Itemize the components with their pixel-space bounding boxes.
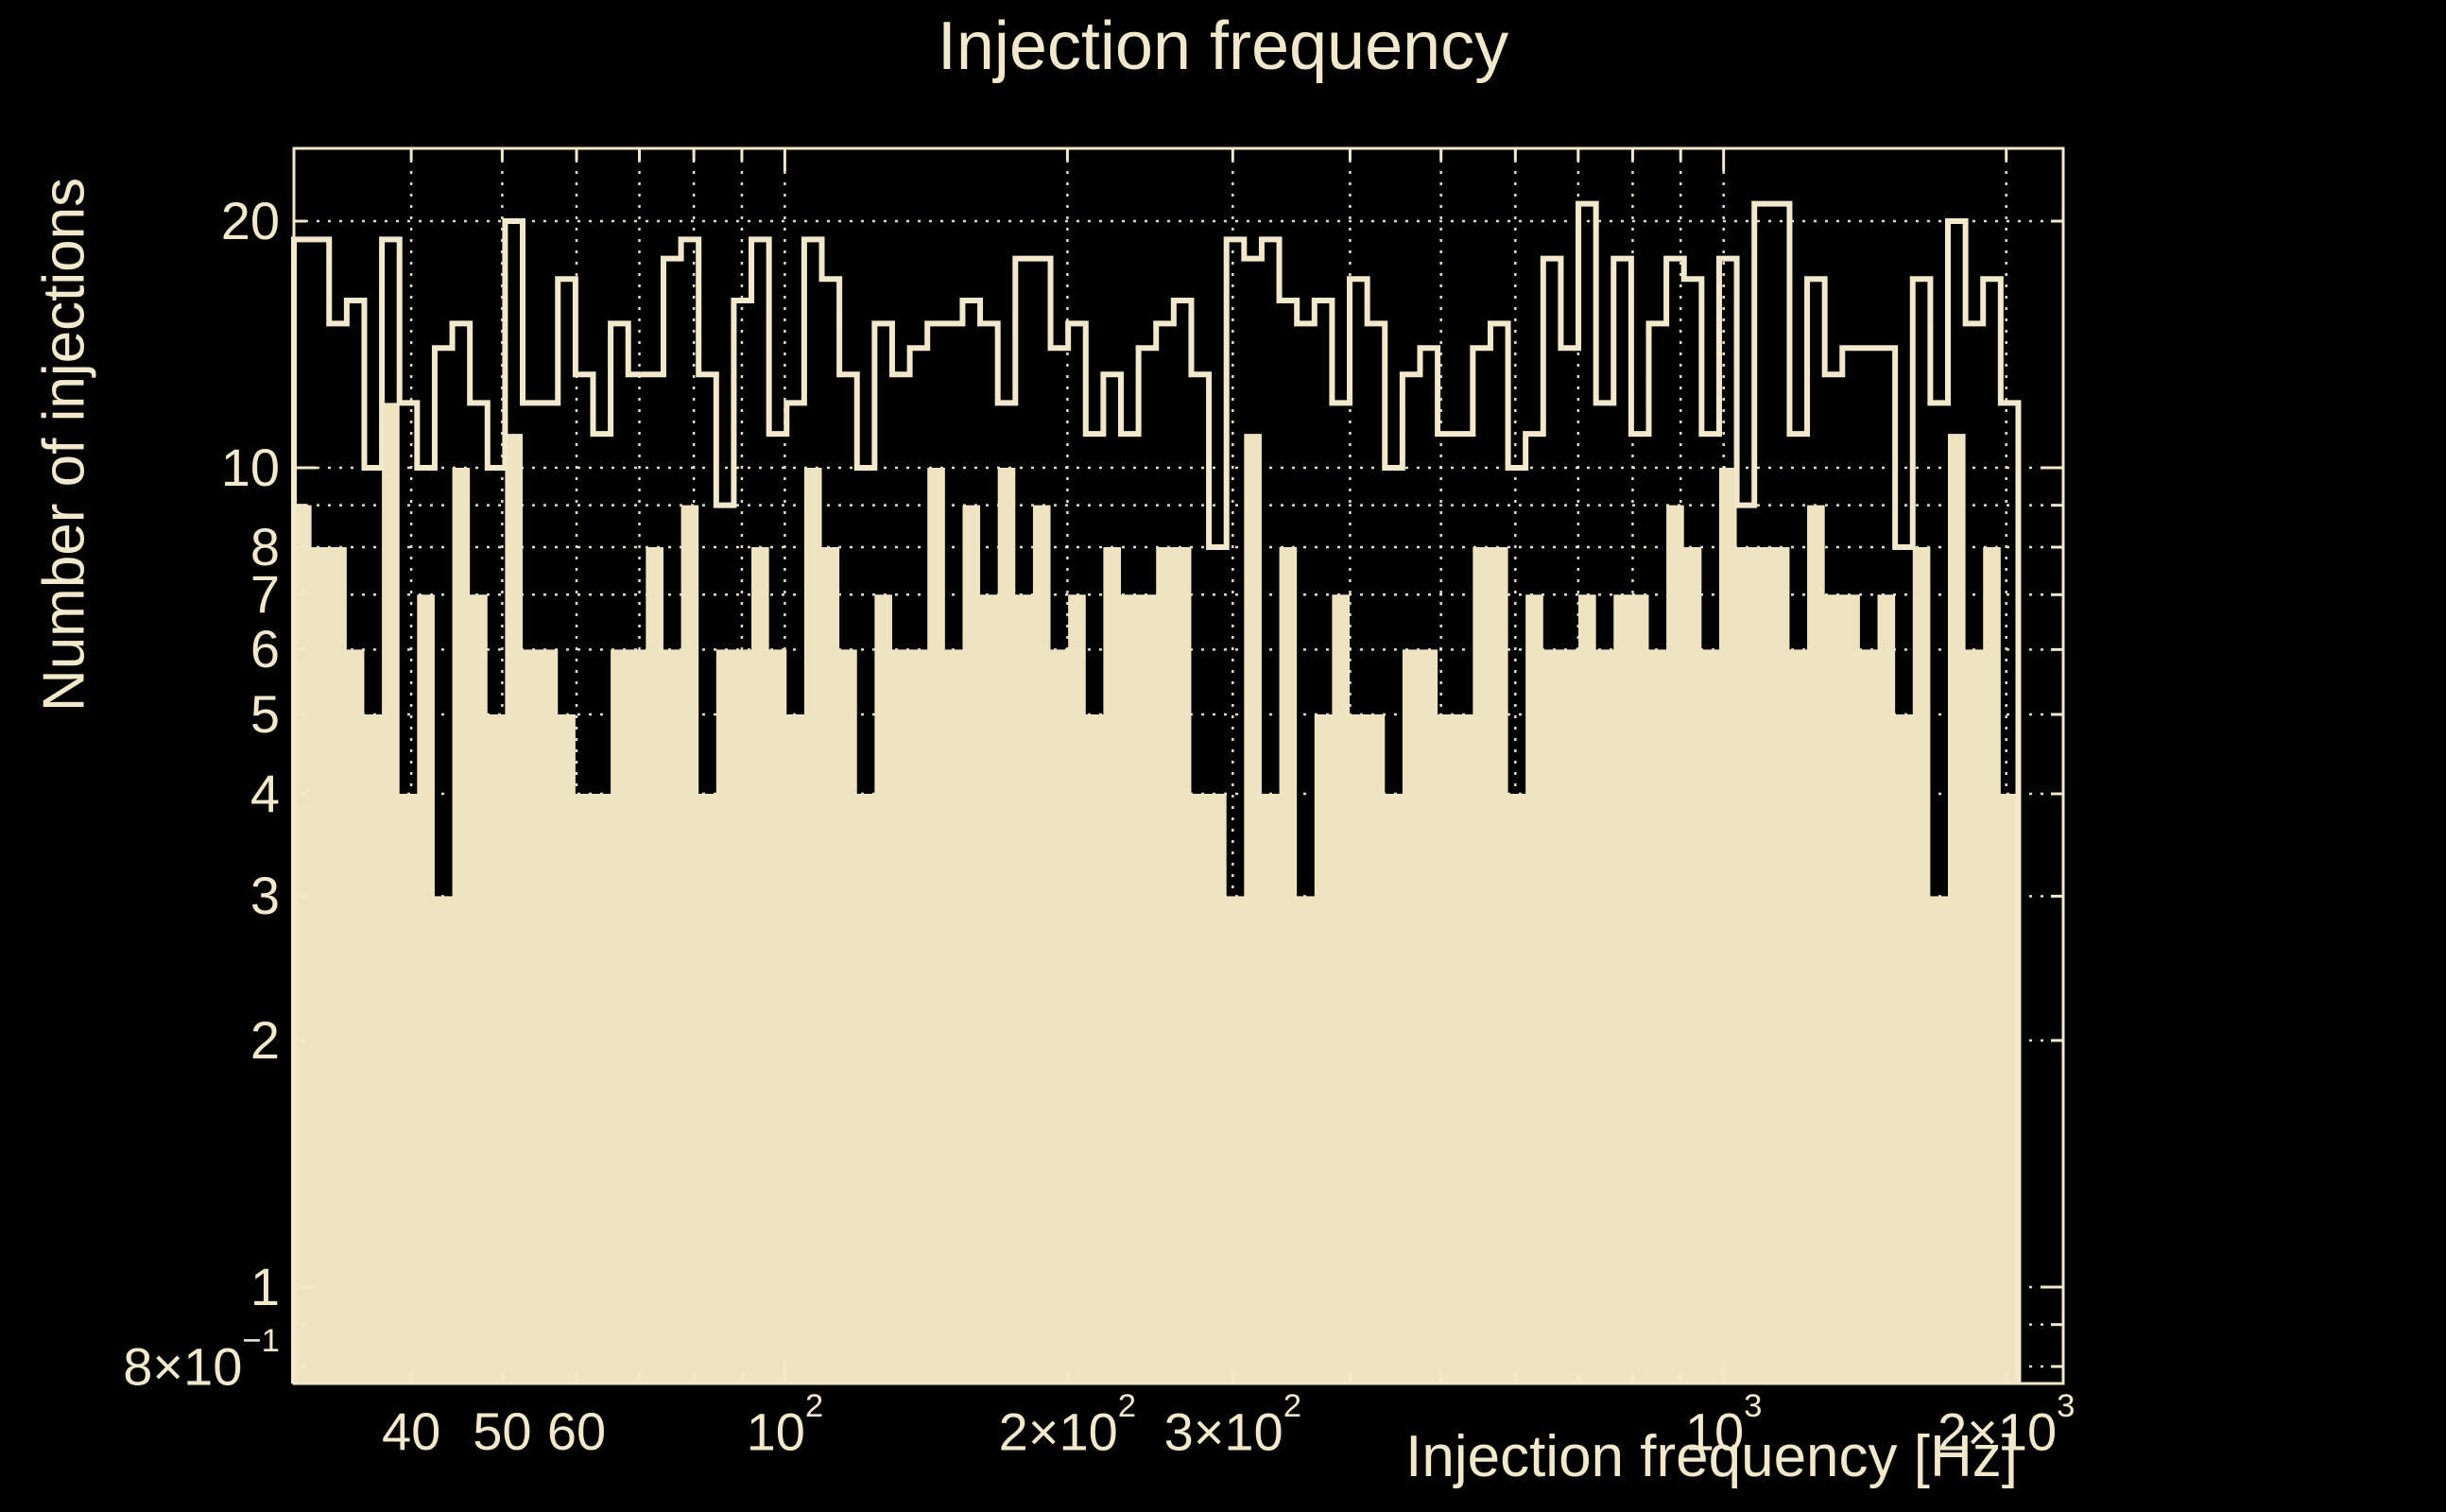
y-tick-label: 2 — [250, 1010, 280, 1070]
y-tick-label: 5 — [250, 683, 280, 744]
y-tick-label: 1 — [250, 1257, 280, 1316]
filled-histogram — [294, 403, 2019, 1383]
x-axis-title: Injection frequency [Hz] — [1405, 1424, 2018, 1489]
x-tick-label: 2×102 — [998, 1388, 1137, 1462]
y-tick-label: 20 — [220, 191, 280, 250]
y-tick-label: 8 — [250, 517, 280, 577]
x-tick-label: 3×102 — [1163, 1388, 1302, 1462]
x-tick-label: 102 — [746, 1388, 824, 1462]
x-tick-label: 2×103 — [1937, 1388, 2076, 1462]
x-tick-label: 103 — [1684, 1388, 1763, 1462]
x-tick-label: 60 — [546, 1401, 607, 1461]
y-tick-label: 10 — [220, 438, 280, 497]
x-tick-label: 50 — [473, 1401, 532, 1461]
x-tick-label: 40 — [381, 1401, 441, 1461]
y-tick-label: 4 — [250, 764, 280, 823]
outline-histogram — [291, 200, 2022, 1383]
plot-frame — [292, 146, 2065, 1385]
y-tick-label: 7 — [250, 564, 280, 625]
chart-title: Injection frequency — [937, 9, 1509, 84]
y-tick-label: 8×10−1 — [123, 1323, 280, 1397]
y-tick-label: 3 — [250, 866, 280, 926]
y-tick-label: 6 — [250, 619, 280, 679]
